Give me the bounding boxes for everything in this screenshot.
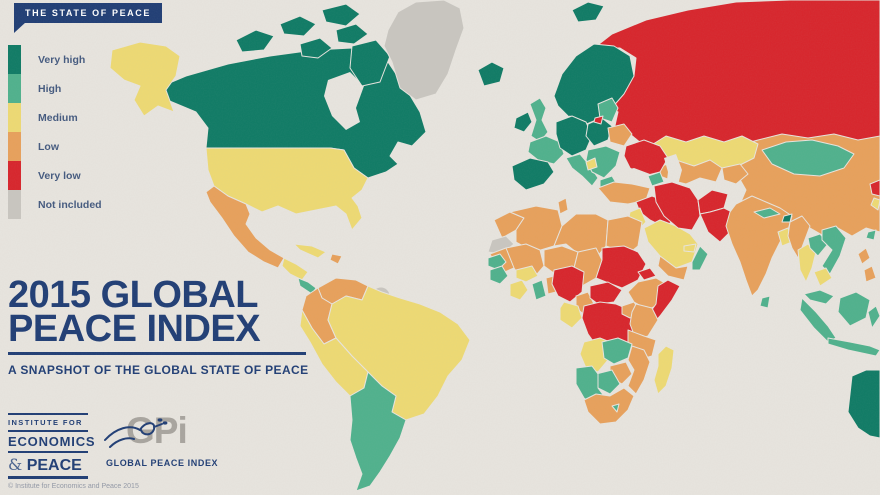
iep-rule-top xyxy=(8,413,88,415)
region-java xyxy=(827,337,880,357)
region-sumatra xyxy=(799,297,837,343)
region-borneo xyxy=(837,291,871,327)
region-madagascar xyxy=(653,345,675,395)
title-line-1: 2015 GLOBAL xyxy=(8,274,259,316)
region-australia xyxy=(847,369,880,439)
region-central-america xyxy=(281,257,309,281)
iep-rule-mid1 xyxy=(8,430,88,432)
legend-swatch-low xyxy=(8,132,21,161)
iep-ampersand: & xyxy=(8,455,23,474)
legend: Very high High Medium Low Very low Not i… xyxy=(8,45,102,219)
region-hispaniola xyxy=(329,253,343,265)
iep-line-1: INSTITUTE FOR xyxy=(8,418,83,427)
region-philippines-south xyxy=(863,265,877,283)
legend-swatch-not-included xyxy=(8,190,21,219)
footer-rule xyxy=(8,476,88,479)
region-sri-lanka xyxy=(759,295,771,309)
title-underline xyxy=(8,352,306,355)
region-ireland xyxy=(513,111,533,133)
region-tunisia xyxy=(557,197,569,215)
region-iceland xyxy=(477,61,505,87)
region-ghana xyxy=(531,279,547,301)
legend-label-medium: Medium xyxy=(38,111,78,124)
title-line-2: PEACE INDEX xyxy=(8,308,261,350)
gpi-label: GLOBAL PEACE INDEX xyxy=(106,458,219,468)
legend-row-very-low: Very low xyxy=(8,161,102,190)
region-malaysia xyxy=(803,289,835,305)
region-philippines-north xyxy=(857,247,871,265)
page-title: 2015 GLOBAL PEACE INDEX xyxy=(8,274,261,350)
region-taiwan xyxy=(865,229,877,241)
dove-icon xyxy=(104,418,168,448)
legend-row-high: High xyxy=(8,74,102,103)
region-iberia xyxy=(511,157,555,191)
legend-row-not-included: Not included xyxy=(8,190,102,219)
legend-row-low: Low xyxy=(8,132,102,161)
region-arctic-island-c xyxy=(321,3,361,27)
iep-line-3: & PEACE xyxy=(8,454,88,476)
page-subtitle: A SNAPSHOT OF THE GLOBAL STATE OF PEACE xyxy=(8,363,309,377)
region-sulawesi xyxy=(867,305,880,329)
legend-label-very-low: Very low xyxy=(38,169,81,182)
region-cuba xyxy=(293,243,327,259)
region-arctic-island-e xyxy=(335,23,369,45)
region-arctic-island-a xyxy=(235,29,275,53)
region-arctic-island-b xyxy=(279,15,317,37)
iep-peace-word: PEACE xyxy=(26,457,82,474)
iep-logo: INSTITUTE FOR ECONOMICS & PEACE xyxy=(8,412,96,476)
region-ivory-coast xyxy=(509,279,529,301)
iep-rule-mid2 xyxy=(8,451,88,453)
legend-swatch-very-low xyxy=(8,161,21,190)
legend-row-medium: Medium xyxy=(8,103,102,132)
legend-swatch-medium xyxy=(8,103,21,132)
legend-label-high: High xyxy=(38,82,62,95)
legend-label-low: Low xyxy=(38,140,59,153)
legend-label-not-included: Not included xyxy=(38,198,102,211)
region-svalbard xyxy=(571,1,605,23)
legend-swatch-high xyxy=(8,74,21,103)
region-alaska xyxy=(109,41,181,117)
legend-row-very-high: Very high xyxy=(8,45,102,74)
copyright-text: © Institute for Economics and Peace 2015 xyxy=(8,483,139,490)
region-vietnam xyxy=(821,225,847,275)
state-of-peace-badge: THE STATE OF PEACE xyxy=(14,3,162,33)
region-uk xyxy=(529,97,549,143)
legend-swatch-very-high xyxy=(8,45,21,74)
region-uae xyxy=(683,243,697,253)
iep-line-2: ECONOMICS xyxy=(8,434,96,449)
badge-label: THE STATE OF PEACE xyxy=(25,8,151,18)
legend-label-very-high: Very high xyxy=(38,53,86,66)
